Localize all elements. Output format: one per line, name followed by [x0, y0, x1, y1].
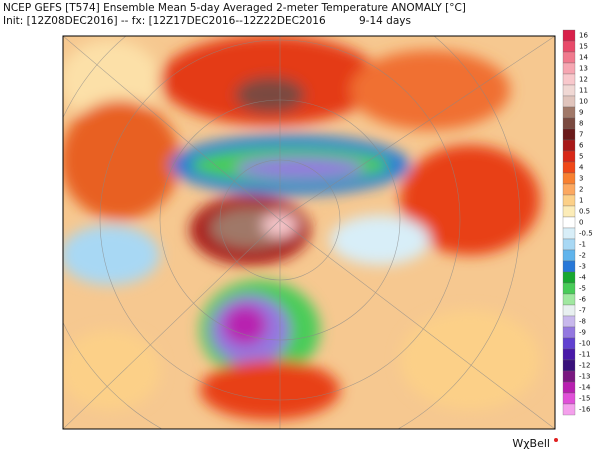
colorbar-label: -11 [579, 351, 590, 359]
colorbar-label: -1 [579, 241, 586, 249]
title: NCEP GEFS [T574] Ensemble Mean 5-day Ave… [3, 2, 466, 14]
colorbar-label: 2 [579, 186, 583, 194]
colorbar-label: 4 [579, 164, 584, 172]
colorbar-label: -14 [579, 384, 591, 392]
colorbar-label: 5 [579, 153, 583, 161]
colorbar-swatch [562, 216, 576, 229]
colorbar-swatch [562, 227, 576, 240]
colorbar-label: -15 [579, 395, 590, 403]
colorbar-label: -2 [579, 252, 586, 260]
colorbar-label: -0.5 [579, 230, 593, 238]
colorbar-swatch [562, 315, 576, 328]
colorbar-label: 7 [579, 131, 583, 139]
colorbar-swatch [562, 370, 576, 383]
colorbar-label: 0 [579, 219, 583, 227]
colorbar-swatch [562, 326, 576, 339]
colorbar-swatch [562, 392, 576, 405]
credit: WχBell [512, 437, 550, 450]
colorbar-label: 10 [579, 98, 588, 106]
colorbar-label: 3 [579, 175, 583, 183]
colorbar-label: -9 [579, 329, 586, 337]
colorbar-swatch [562, 172, 576, 185]
colorbar-label: -5 [579, 285, 586, 293]
colorbar-swatch [562, 238, 576, 251]
credit-dot [554, 438, 558, 442]
colorbar-label: 8 [579, 120, 583, 128]
colorbar-label: -12 [579, 362, 590, 370]
colorbar-label: 13 [579, 65, 588, 73]
map [63, 36, 555, 429]
colorbar-swatch [562, 304, 576, 317]
colorbar-swatch [562, 84, 576, 97]
colorbar-swatch [562, 161, 576, 174]
colorbar-label: -3 [579, 263, 586, 271]
colorbar-swatch [562, 29, 576, 42]
colorbar-swatch [562, 337, 576, 350]
colorbar: 16 15 14 13 12 11 10 9 8 7 6 5 4 3 2 1 0.5 0 -0.5 -1 -2 -3 -4 -… [562, 29, 593, 416]
colorbar-swatch [562, 139, 576, 152]
colorbar-label: 14 [579, 54, 588, 62]
colorbar-swatch [562, 51, 576, 64]
colorbar-label: -6 [579, 296, 587, 304]
colorbar-swatch [562, 194, 576, 207]
colorbar-swatch [562, 95, 576, 108]
colorbar-swatch [562, 106, 576, 119]
colorbar-swatch [562, 381, 576, 394]
subtitle: Init: [12Z08DEC2016] -- fx: [12Z17DEC201… [3, 15, 411, 27]
colorbar-label: 11 [579, 87, 588, 95]
colorbar-swatch [562, 62, 576, 75]
colorbar-swatch [562, 150, 576, 163]
colorbar-swatch [562, 73, 576, 86]
colorbar-label: -10 [579, 340, 590, 348]
colorbar-label: -16 [579, 406, 591, 414]
colorbar-label: -8 [579, 318, 586, 326]
colorbar-label: -4 [579, 274, 587, 282]
colorbar-label: 1 [579, 197, 583, 205]
colorbar-label: 12 [579, 76, 588, 84]
colorbar-swatch [562, 249, 576, 262]
colorbar-swatch [562, 260, 576, 273]
colorbar-label: 16 [579, 32, 588, 40]
colorbar-swatch [562, 348, 576, 361]
colorbar-swatch [562, 183, 576, 196]
colorbar-swatch [562, 128, 576, 141]
colorbar-swatch [562, 403, 576, 416]
colorbar-label: 0.5 [579, 208, 590, 216]
colorbar-swatch [562, 293, 576, 306]
colorbar-swatch [562, 282, 576, 295]
colorbar-label: 15 [579, 43, 588, 51]
colorbar-label: -13 [579, 373, 590, 381]
colorbar-label: -7 [579, 307, 586, 315]
colorbar-label: 9 [579, 109, 583, 117]
colorbar-swatch [562, 205, 576, 218]
colorbar-swatch [562, 117, 576, 130]
colorbar-swatch [562, 271, 576, 284]
map-frame [62, 35, 556, 430]
colorbar-swatch [562, 359, 576, 372]
colorbar-swatch [562, 40, 576, 53]
colorbar-label: 6 [579, 142, 584, 150]
